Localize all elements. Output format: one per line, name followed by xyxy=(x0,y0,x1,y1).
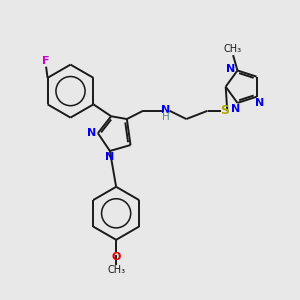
Text: N: N xyxy=(255,98,264,108)
Text: CH₃: CH₃ xyxy=(107,266,125,275)
Text: CH₃: CH₃ xyxy=(224,44,242,54)
Text: O: O xyxy=(112,253,121,262)
Text: N: N xyxy=(105,152,114,162)
Text: H: H xyxy=(162,112,169,122)
Text: N: N xyxy=(87,128,96,138)
Text: S: S xyxy=(220,104,229,117)
Text: N: N xyxy=(161,105,170,115)
Text: N: N xyxy=(226,64,236,74)
Text: F: F xyxy=(42,56,50,66)
Text: N: N xyxy=(231,104,240,114)
